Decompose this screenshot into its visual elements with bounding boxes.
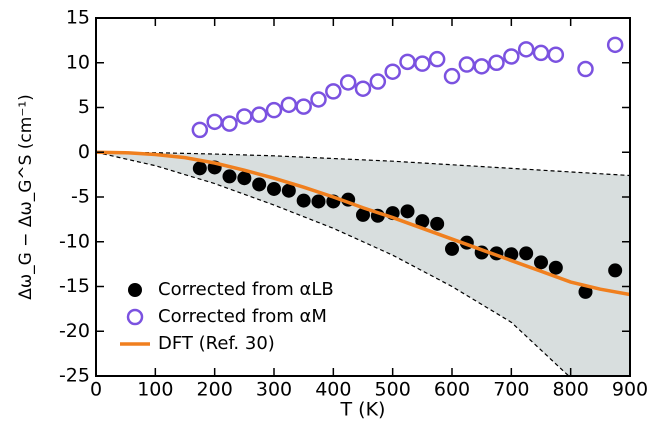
- data-point: [414, 55, 431, 72]
- data-point: [369, 73, 387, 90]
- data-point: [310, 91, 327, 108]
- shaded-band: [96, 152, 630, 376]
- x-tick-label: 300: [256, 379, 292, 401]
- data-point: [236, 108, 253, 125]
- data-point: [578, 284, 593, 299]
- data-point: [400, 204, 415, 219]
- x-tick-label: 900: [612, 379, 648, 401]
- x-axis-label: T (K): [340, 399, 386, 421]
- y-tick-label: 15: [66, 7, 90, 29]
- upper-bound: [96, 151, 630, 177]
- data-point: [250, 106, 268, 123]
- data-point: [192, 161, 207, 176]
- data-point: [577, 60, 594, 78]
- data-point: [534, 255, 548, 270]
- data-point: [252, 177, 267, 192]
- legend-label: Corrected from αLB: [158, 279, 334, 300]
- y-tick-label: -10: [59, 230, 90, 252]
- data-point: [280, 96, 298, 114]
- legend-label: Corrected from αM: [158, 306, 327, 327]
- x-tick-label: 500: [375, 379, 411, 401]
- x-tick-label: 0: [90, 379, 102, 401]
- x-tick-label: 800: [553, 379, 589, 401]
- data-point: [384, 63, 401, 80]
- data-point: [339, 74, 357, 91]
- data-point: [356, 207, 370, 222]
- data-point: [311, 194, 326, 209]
- data-point: [399, 53, 416, 71]
- x-tick-label: 400: [315, 379, 351, 401]
- x-tick-label: 100: [137, 379, 173, 401]
- data-point: [606, 36, 624, 54]
- data-point: [354, 80, 372, 97]
- data-point: [517, 41, 535, 58]
- data-point: [191, 121, 209, 139]
- data-point: [458, 56, 476, 73]
- legend-marker: [126, 308, 144, 326]
- data-point: [445, 241, 459, 256]
- y-tick-label: -5: [71, 186, 90, 208]
- y-tick-label: -20: [59, 320, 90, 342]
- data-point: [221, 115, 238, 132]
- y-tick-label: 10: [66, 51, 90, 73]
- data-point: [295, 98, 312, 115]
- data-point: [267, 181, 281, 196]
- x-tick-label: 200: [197, 379, 233, 401]
- y-tick-label: -25: [59, 365, 90, 387]
- x-tick-label: 700: [493, 379, 529, 401]
- data-point: [296, 193, 311, 208]
- data-point: [237, 171, 252, 186]
- plot-area: [96, 36, 630, 376]
- data-point: [532, 44, 550, 62]
- y-axis-label: Δω_G − Δω_G^S (cm⁻¹): [16, 94, 36, 300]
- data-point: [281, 183, 296, 198]
- data-point: [473, 58, 490, 75]
- data-point: [265, 101, 283, 119]
- data-point: [428, 50, 446, 68]
- data-point: [430, 216, 445, 231]
- dft-line: [96, 150, 630, 297]
- data-point: [488, 54, 505, 71]
- data-point: [415, 214, 430, 229]
- data-point: [547, 46, 565, 63]
- data-point: [608, 263, 623, 278]
- legend-label: DFT (Ref. 30): [158, 333, 275, 354]
- x-tick-label: 600: [434, 379, 470, 401]
- y-tick-label: -15: [59, 275, 90, 297]
- y-tick-label: 5: [78, 96, 90, 118]
- legend-marker: [128, 283, 142, 297]
- data-point: [325, 83, 342, 100]
- lower-bound: [96, 151, 570, 376]
- y-tick-label: 0: [78, 141, 90, 163]
- data-point: [503, 48, 520, 65]
- data-point: [222, 169, 237, 184]
- data-point: [206, 113, 223, 131]
- data-point: [519, 246, 534, 261]
- data-point: [548, 260, 563, 275]
- data-point: [443, 67, 461, 85]
